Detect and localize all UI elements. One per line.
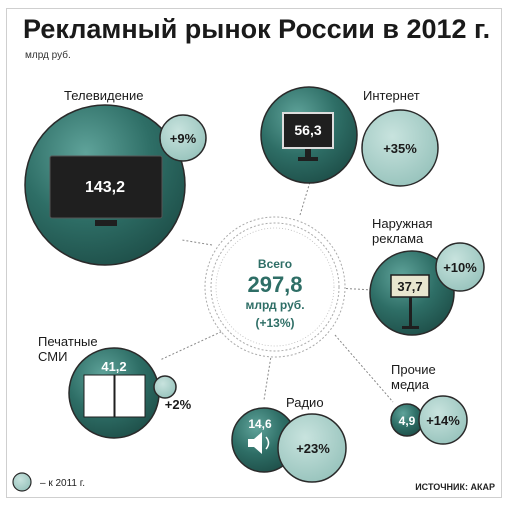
print-label: Печатные СМИ <box>38 334 98 364</box>
total-unit: млрд руб. <box>245 298 304 312</box>
radio-value: 14,6 <box>248 417 272 431</box>
connector-lines <box>159 181 394 403</box>
other-change: +14% <box>426 413 460 428</box>
total-value: 297,8 <box>247 272 302 297</box>
bubble-other <box>390 395 468 445</box>
internet-value: 56,3 <box>294 122 321 138</box>
source-text: ИСТОЧНИК: АКАР <box>415 482 495 492</box>
legend-swatch <box>12 472 32 492</box>
bubble-radio <box>231 407 347 483</box>
outdoor-label: Наружная реклама <box>372 216 433 246</box>
outdoor-change: +10% <box>443 260 477 275</box>
outdoor-value: 37,7 <box>397 279 422 294</box>
internet-change: +35% <box>383 141 417 156</box>
other-label: Прочие медиа <box>391 362 436 392</box>
print-value: 41,2 <box>101 359 126 374</box>
book-icon <box>83 374 115 418</box>
bubble-internet <box>260 86 439 187</box>
tv-stand <box>95 220 117 226</box>
other-value: 4,9 <box>399 414 416 428</box>
radio-label: Радио <box>286 395 324 410</box>
tv-label: Телевидение <box>64 88 144 103</box>
print-change: +2% <box>165 397 192 412</box>
bubble-tv <box>24 104 207 266</box>
chart-title: Рекламный рынок России в 2012 г. <box>23 14 491 44</box>
internet-label: Интернет <box>363 88 420 103</box>
total-label: Всего <box>258 257 292 271</box>
monitor-icon <box>282 112 334 149</box>
tv-icon <box>49 155 163 219</box>
bubble-print <box>68 347 177 439</box>
chart-subtitle: млрд руб. <box>25 50 71 61</box>
legend-text: – к 2011 г. <box>40 478 85 489</box>
tv-value: 143,2 <box>85 179 125 196</box>
speaker-icon <box>248 432 270 454</box>
tv-change: +9% <box>170 131 197 146</box>
total-circle <box>204 216 346 358</box>
radio-change: +23% <box>296 441 330 456</box>
total-change: (+13%) <box>255 316 294 330</box>
bubble-outdoor <box>369 242 485 336</box>
